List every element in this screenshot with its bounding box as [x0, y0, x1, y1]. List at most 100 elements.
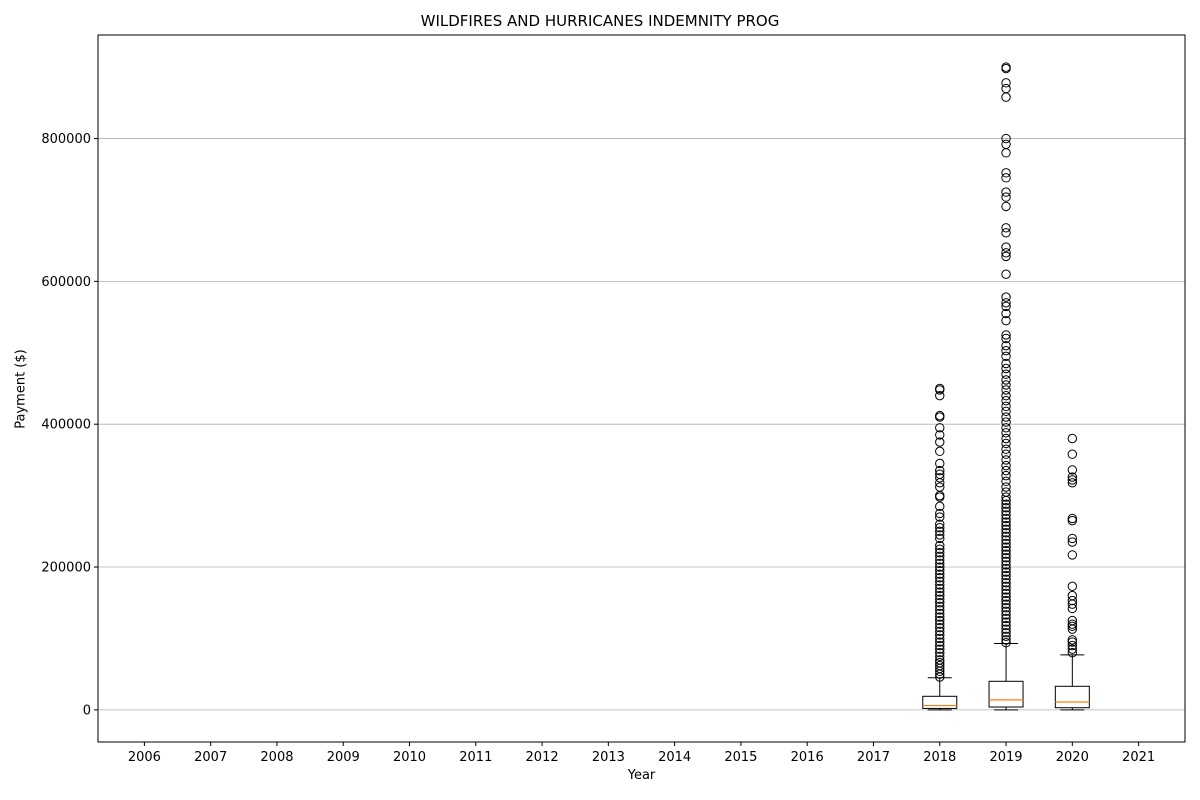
outlier-point [935, 446, 945, 457]
outlier-point [935, 544, 945, 554]
outlier-point [1001, 223, 1011, 233]
outlier-point [1001, 620, 1011, 631]
outlier-point [935, 633, 945, 644]
outlier-point [1001, 92, 1011, 102]
outlier-point [935, 458, 945, 469]
outlier-point [1001, 423, 1011, 433]
outlier-point [1067, 533, 1078, 544]
outlier-point [1001, 535, 1011, 545]
outlier-point [1067, 619, 1078, 629]
x-tick-label: 2012 [526, 750, 559, 765]
outlier-point [1001, 406, 1011, 417]
outlier-point [1001, 248, 1011, 258]
outlier-point [1067, 640, 1078, 651]
outlier-point [1001, 517, 1011, 527]
outlier-point [1001, 613, 1011, 624]
outlier-point [1001, 315, 1011, 326]
x-axis-ticks: 2006 2007 2008 2009 2010 2011 2012 2013 2014 2015… [128, 742, 1155, 765]
box-2019 [988, 62, 1024, 711]
outlier-point [935, 660, 945, 671]
outlier-point [1001, 148, 1011, 158]
x-tick-label: 2011 [459, 750, 492, 765]
outlier-point [1067, 581, 1078, 592]
outlier-point [1001, 385, 1011, 395]
outlier-point [1067, 648, 1078, 658]
x-tick-label: 2016 [791, 750, 824, 765]
outlier-point [935, 482, 945, 492]
outlier-point [1001, 556, 1011, 567]
outlier-point [1067, 472, 1078, 482]
outlier-point [1001, 173, 1011, 183]
outlier-point [1001, 545, 1011, 556]
outlier-point [1001, 585, 1011, 595]
outlier-point [1001, 168, 1011, 178]
outlier-point [935, 619, 945, 629]
outlier-point [1001, 499, 1011, 509]
outlier-point [935, 383, 945, 394]
outlier-point [935, 615, 945, 626]
outlier-point [1001, 560, 1011, 570]
outlier-point [1001, 563, 1011, 574]
outlier-point [1001, 242, 1011, 252]
outlier-point [1001, 628, 1011, 638]
x-axis-label: Year [627, 768, 656, 783]
outlier-point [1001, 298, 1011, 308]
outlier-point [1001, 301, 1011, 312]
outlier-point [935, 562, 945, 572]
outlier-point [1067, 515, 1078, 526]
outlier-point [1001, 567, 1011, 577]
outlier-point [935, 594, 945, 604]
iqr-box [1054, 685, 1090, 709]
outlier-point [1001, 428, 1011, 438]
x-tick-label: 2015 [724, 750, 757, 765]
outlier-point [1001, 506, 1011, 517]
outlier-point [1001, 570, 1011, 581]
outlier-point [1001, 417, 1011, 427]
outlier-point [1001, 599, 1011, 609]
outlier-point [1067, 475, 1078, 485]
outlier-point [1001, 487, 1011, 497]
outlier-point [1001, 228, 1011, 238]
y-tick-label: 400000 [41, 418, 91, 433]
x-tick-label: 2006 [128, 750, 161, 765]
outlier-point [1001, 503, 1011, 513]
outlier-point [935, 519, 945, 529]
x-tick-label: 2019 [989, 750, 1022, 765]
outlier-point [935, 612, 945, 622]
x-tick-label: 2018 [923, 750, 956, 765]
outlier-point [935, 655, 945, 665]
outlier-point [1001, 603, 1011, 613]
outlier-point [1001, 358, 1011, 369]
outlier-point [1001, 449, 1011, 459]
outlier-point [1001, 78, 1011, 88]
outlier-point [1001, 542, 1011, 552]
x-tick-label: 2017 [857, 750, 890, 765]
outlier-point [935, 608, 945, 619]
outlier-point [935, 533, 945, 544]
outlier-point [935, 640, 945, 651]
outlier-point [935, 626, 945, 637]
outlier-point [935, 501, 945, 512]
iqr-box [988, 680, 1024, 708]
outlier-point [1001, 333, 1011, 344]
outlier-point [1067, 603, 1078, 614]
outlier-point [1001, 201, 1011, 212]
outlier-point [1067, 513, 1078, 524]
outlier-point [1001, 513, 1011, 524]
box-2020 [1054, 433, 1090, 711]
outlier-point [935, 390, 945, 401]
outlier-point [1001, 617, 1011, 627]
outlier-point [935, 583, 945, 594]
outlier-point [1001, 308, 1011, 319]
outlier-point [1067, 637, 1078, 647]
outlier-point [1001, 369, 1011, 379]
outlier-point [1001, 133, 1011, 144]
outlier-point [1067, 644, 1078, 654]
outlier-point [935, 630, 945, 640]
y-axis-label: Payment ($) [13, 349, 29, 429]
outlier-point [1001, 531, 1011, 542]
outlier-point [935, 658, 945, 668]
outlier-point [935, 465, 945, 476]
outlier-point [935, 469, 945, 479]
